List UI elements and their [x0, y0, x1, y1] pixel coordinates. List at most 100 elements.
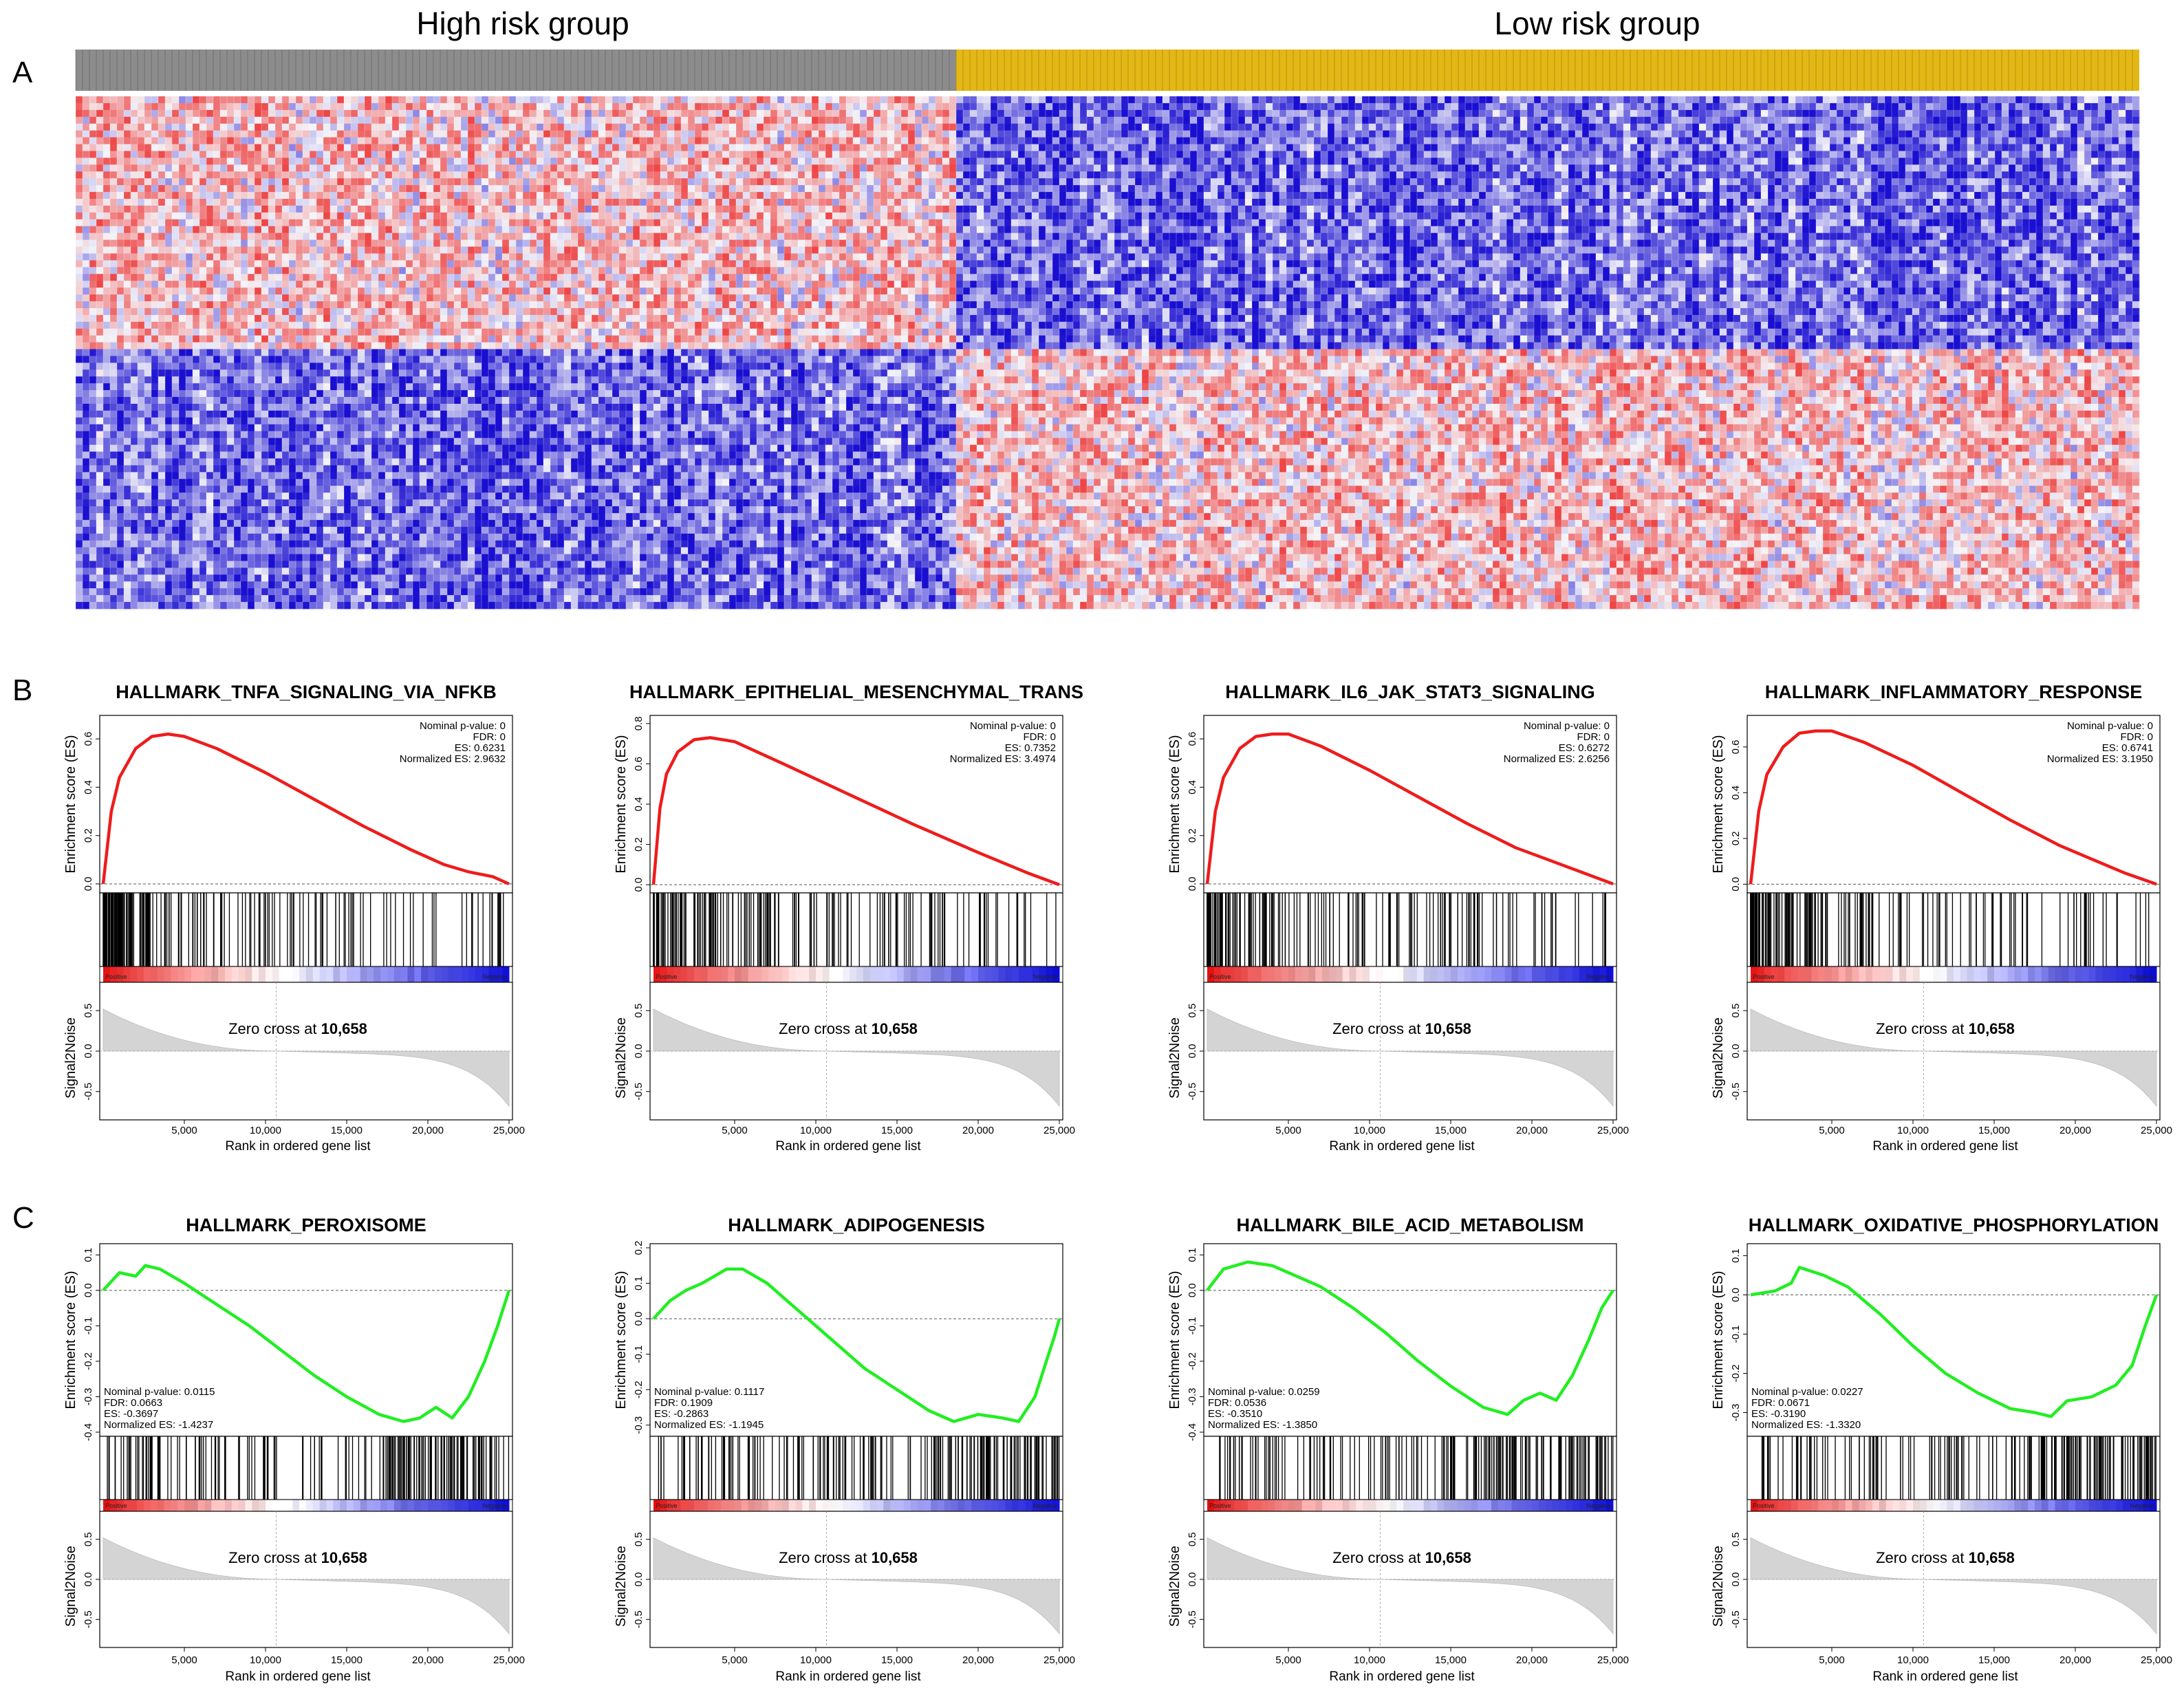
x-tick-label: 5,000 — [171, 1125, 197, 1136]
x-tick-label: 5,000 — [722, 1654, 748, 1666]
positive-label: Positive — [105, 1502, 127, 1509]
x-tick-label: 20,000 — [962, 1654, 994, 1666]
x-tick-label: 15,000 — [881, 1125, 913, 1136]
x-tick-label: 20,000 — [1516, 1125, 1548, 1136]
es-stat: ES: 0.6231 — [455, 742, 506, 754]
es-plot-frame — [1204, 715, 1617, 893]
s2n-axis-label: Signal2Noise — [63, 1017, 78, 1099]
es-tick-label: 0.0 — [1730, 1288, 1742, 1302]
zero-cross-label: Zero cross at 10,658 — [1332, 1020, 1471, 1037]
gsea-panel-3: HALLMARK_IL6_JAK_STAT3_SIGNALING0.00.20.… — [1167, 682, 1629, 1154]
s2n-tick-label: 0.0 — [1730, 1044, 1742, 1059]
x-tick-label: 20,000 — [1516, 1654, 1548, 1666]
es-stat: Nominal p-value: 0 — [1524, 720, 1610, 732]
es-tick-label: -0.3 — [83, 1388, 94, 1406]
s2n-tick-label: -0.5 — [1730, 1610, 1742, 1628]
s2n-tick-label: -0.5 — [83, 1083, 94, 1101]
es-stat: Normalized ES: 3.4974 — [950, 753, 1056, 765]
es-axis-label: Enrichment score (ES) — [1711, 735, 1726, 873]
es-curve — [103, 1266, 509, 1422]
es-tick-label: 0.1 — [1187, 1248, 1198, 1262]
es-tick-label: -0.3 — [633, 1416, 645, 1434]
x-axis-label: Rank in ordered gene list — [225, 1139, 371, 1154]
s2n-tick-label: 0.0 — [1730, 1572, 1742, 1587]
gsea-title: HALLMARK_INFLAMMATORY_RESPONSE — [1765, 682, 2143, 702]
x-tick-label: 5,000 — [171, 1654, 197, 1666]
s2n-axis-label: Signal2Noise — [1711, 1017, 1726, 1099]
x-tick-label: 10,000 — [1897, 1654, 1929, 1666]
x-tick-label: 15,000 — [1435, 1654, 1467, 1666]
x-tick-label: 10,000 — [250, 1654, 281, 1666]
gsea-panel-7: HALLMARK_BILE_ACID_METABOLISM0.10.0-0.1-… — [1167, 1215, 1629, 1684]
gsea-panel-6: HALLMARK_ADIPOGENESIS0.20.10.0-0.1-0.2-0… — [614, 1215, 1075, 1684]
es-stat: Normalized ES: 2.9632 — [400, 753, 506, 765]
gsea-panel-2: HALLMARK_EPITHELIAL_MESENCHYMAL_TRANS0.0… — [614, 682, 1083, 1154]
x-tick-label: 5,000 — [1819, 1654, 1845, 1666]
es-stat: Normalized ES: -1.3320 — [1751, 1419, 1861, 1431]
es-curve — [653, 1269, 1059, 1422]
x-tick-label: 25,000 — [493, 1654, 525, 1666]
es-tick-label: 0.6 — [1187, 732, 1198, 746]
es-tick-label: 0.0 — [83, 877, 94, 891]
s2n-tick-label: 0.0 — [1187, 1572, 1198, 1587]
es-stat: ES: -0.3190 — [1751, 1408, 1806, 1420]
es-tick-label: 0.6 — [1730, 739, 1742, 754]
x-tick-label: 10,000 — [250, 1125, 281, 1136]
x-axis-label: Rank in ordered gene list — [1872, 1669, 2018, 1684]
group-label-high-risk: High risk group — [416, 6, 629, 41]
x-tick-label: 25,000 — [1597, 1125, 1629, 1136]
x-tick-label: 5,000 — [1819, 1125, 1845, 1136]
es-stat: Nominal p-value: 0.0259 — [1208, 1386, 1320, 1398]
es-stat: Nominal p-value: 0 — [420, 720, 506, 732]
x-tick-label: 25,000 — [2141, 1654, 2172, 1666]
es-axis-label: Enrichment score (ES) — [1167, 1271, 1182, 1409]
x-tick-label: 10,000 — [1897, 1125, 1929, 1136]
x-tick-label: 5,000 — [1275, 1654, 1301, 1666]
es-stat: Normalized ES: 3.1950 — [2047, 753, 2153, 765]
positive-label: Positive — [1209, 1502, 1231, 1509]
x-axis-label: Rank in ordered gene list — [1872, 1139, 2018, 1154]
es-tick-label: 0.1 — [83, 1248, 94, 1262]
es-stat: FDR: 0.1909 — [654, 1397, 713, 1409]
risk-heatmap — [76, 50, 2139, 609]
es-stat: ES: -0.2863 — [654, 1408, 709, 1420]
positive-label: Positive — [1753, 1502, 1775, 1509]
gsea-panel-4: HALLMARK_INFLAMMATORY_RESPONSE0.00.20.40… — [1711, 682, 2172, 1154]
x-axis-label: Rank in ordered gene list — [1329, 1139, 1475, 1154]
negative-label: Negative — [482, 973, 507, 980]
es-stat: ES: 0.6741 — [2102, 742, 2153, 754]
s2n-axis-label: Signal2Noise — [1167, 1546, 1182, 1627]
zero-cross-label: Zero cross at 10,658 — [779, 1020, 918, 1037]
es-tick-label: -0.2 — [83, 1352, 94, 1370]
es-tick-label: 0.0 — [1187, 1283, 1198, 1297]
es-tick-label: 0.0 — [633, 878, 645, 892]
es-tick-label: 0.2 — [633, 1241, 645, 1255]
es-plot-frame — [1747, 715, 2160, 893]
s2n-tick-label: 0.5 — [1730, 1532, 1742, 1546]
s2n-tick-label: 0.0 — [83, 1572, 94, 1587]
negative-label: Negative — [1032, 973, 1057, 980]
s2n-axis-label: Signal2Noise — [1167, 1017, 1182, 1099]
es-stat: FDR: 0 — [473, 731, 506, 743]
es-tick-label: 0.4 — [1187, 780, 1198, 795]
s2n-tick-label: 0.5 — [83, 1532, 94, 1546]
es-tick-label: -0.3 — [1187, 1388, 1198, 1406]
es-axis-label: Enrichment score (ES) — [1167, 735, 1182, 873]
x-tick-label: 25,000 — [1044, 1654, 1075, 1666]
x-tick-label: 15,000 — [1435, 1125, 1467, 1136]
es-tick-label: 0.6 — [83, 732, 94, 746]
es-stat: Nominal p-value: 0.0115 — [104, 1386, 215, 1398]
positive-label: Positive — [105, 973, 127, 980]
s2n-tick-label: 0.0 — [633, 1572, 645, 1587]
es-plot-frame — [650, 715, 1063, 893]
panel-label-b: B — [12, 673, 32, 707]
positive-label: Positive — [656, 1502, 678, 1509]
es-stat: Normalized ES: -1.1945 — [654, 1419, 764, 1431]
es-tick-label: -0.2 — [633, 1381, 645, 1398]
x-tick-label: 5,000 — [722, 1125, 748, 1136]
es-stat: Nominal p-value: 0 — [970, 720, 1056, 732]
es-stat: ES: -0.3510 — [1208, 1408, 1262, 1420]
x-tick-label: 10,000 — [800, 1654, 832, 1666]
es-tick-label: 0.0 — [1730, 877, 1742, 891]
